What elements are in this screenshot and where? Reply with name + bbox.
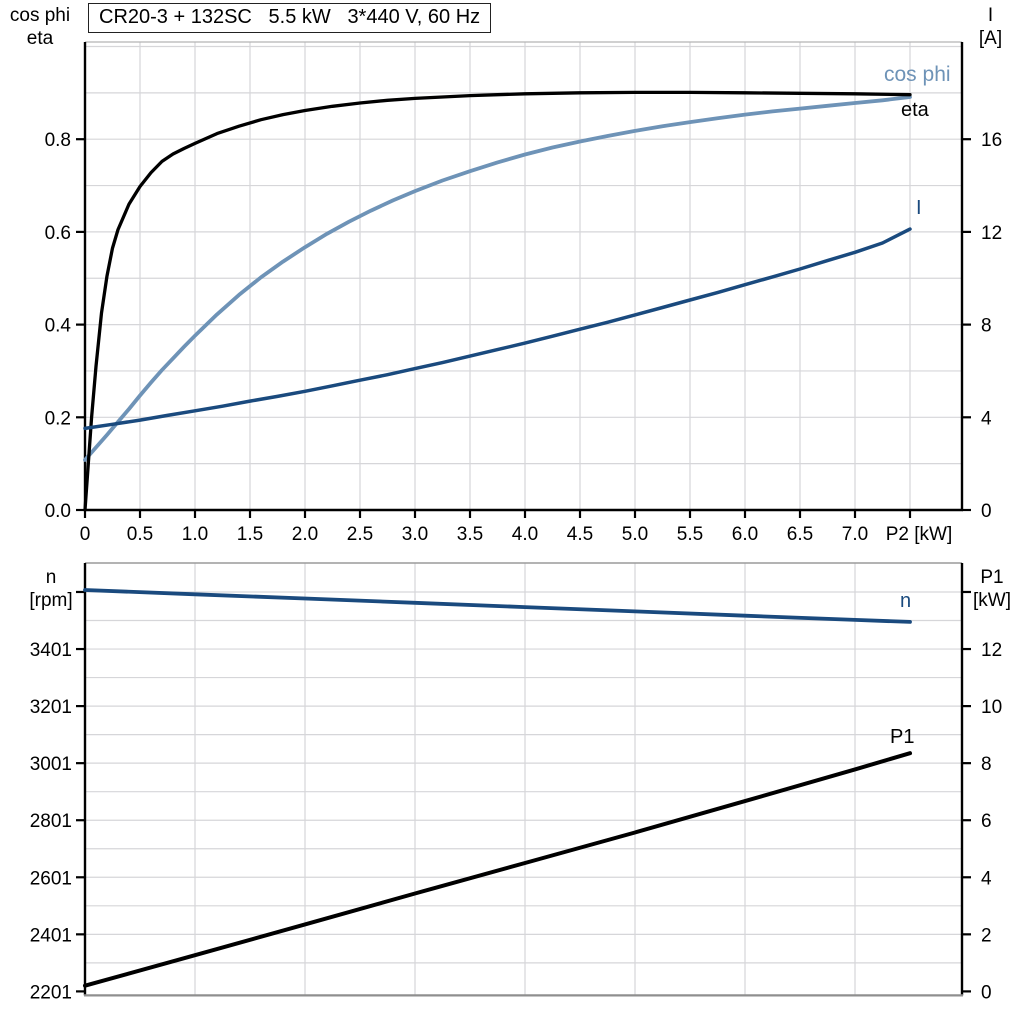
left-axis-tick-label: 0.6 bbox=[45, 223, 71, 244]
left-axis-tick-label: 3001 bbox=[30, 754, 72, 775]
left-axis-tick-label: 2401 bbox=[30, 925, 72, 946]
left-axis-tick-label: 0.0 bbox=[45, 501, 71, 522]
left-axis-tick-label: 2801 bbox=[30, 811, 72, 832]
bottom-chart-left-axis-title: n [rpm] bbox=[29, 567, 73, 611]
x-axis-unit-label: P2 [kW] bbox=[886, 524, 953, 545]
p1-curve bbox=[83, 751, 912, 988]
x-axis-tick-label: 1.5 bbox=[237, 524, 263, 545]
x-axis-tick-label: 2.0 bbox=[292, 524, 318, 545]
x-axis-tick-label: 1.0 bbox=[182, 524, 208, 545]
x-axis-tick-label: 3.0 bbox=[402, 524, 428, 545]
left-axis-tick-label: 2201 bbox=[30, 982, 72, 1003]
x-axis-tick-label: 4.5 bbox=[567, 524, 593, 545]
x-axis-tick-label: 2.5 bbox=[347, 524, 373, 545]
eta-curve bbox=[83, 90, 912, 512]
x-axis-tick-label: 3.5 bbox=[457, 524, 483, 545]
left-axis-tick-label: 3201 bbox=[30, 697, 72, 718]
left-axis-tick-label: 0.8 bbox=[45, 130, 71, 151]
x-axis-tick-label: 0 bbox=[80, 524, 91, 545]
right-axis-tick-label: 4 bbox=[981, 868, 992, 889]
right-axis-tick-label: 6 bbox=[981, 811, 992, 832]
right-axis-tick-label: 12 bbox=[981, 640, 1002, 661]
left-axis-tick-label: 0.2 bbox=[45, 408, 71, 429]
speed-curve-label: n bbox=[900, 590, 912, 612]
left-axis-tick-label: 2601 bbox=[30, 868, 72, 889]
p1-curve-label: P1 bbox=[890, 726, 915, 748]
current-curve bbox=[83, 227, 912, 431]
right-axis-tick-label: 8 bbox=[981, 754, 992, 775]
right-axis-tick-label: 0 bbox=[981, 982, 992, 1003]
left-axis-tick-label: 0.4 bbox=[45, 316, 72, 337]
top-chart-left-axis-title: cos phi eta bbox=[9, 5, 71, 49]
right-axis-tick-label: 8 bbox=[981, 316, 992, 337]
x-axis-tick-label: 6.5 bbox=[787, 524, 813, 545]
bottom-chart-right-axis-title: P1 [kW] bbox=[973, 567, 1011, 611]
x-axis-tick-label: 5.5 bbox=[677, 524, 703, 545]
right-axis-tick-label: 12 bbox=[981, 223, 1002, 244]
chart-title-box: CR20-3 + 132SC 5.5 kW 3*440 V, 60 Hz bbox=[88, 3, 492, 33]
x-axis-tick-label: 7.0 bbox=[842, 524, 868, 545]
speed-curve bbox=[83, 588, 912, 624]
eta-curve-label: eta bbox=[901, 99, 929, 121]
current-curve-label: I bbox=[916, 197, 922, 219]
cos-phi-curve-label: cos phi bbox=[884, 63, 951, 86]
left-axis-tick-label: 3401 bbox=[30, 640, 72, 661]
right-axis-tick-label: 0 bbox=[981, 501, 992, 522]
top-chart-right-axis-title: I [A] bbox=[978, 5, 1003, 49]
x-axis-tick-label: 0.5 bbox=[127, 524, 153, 545]
right-axis-tick-label: 10 bbox=[981, 697, 1002, 718]
right-axis-tick-label: 4 bbox=[981, 408, 992, 429]
x-axis-tick-label: 5.0 bbox=[622, 524, 648, 545]
x-axis-tick-label: 4.0 bbox=[512, 524, 538, 545]
right-axis-tick-label: 2 bbox=[981, 925, 992, 946]
right-axis-tick-label: 16 bbox=[981, 130, 1002, 151]
cos-phi-curve bbox=[83, 95, 912, 462]
x-axis-tick-label: 6.0 bbox=[732, 524, 758, 545]
